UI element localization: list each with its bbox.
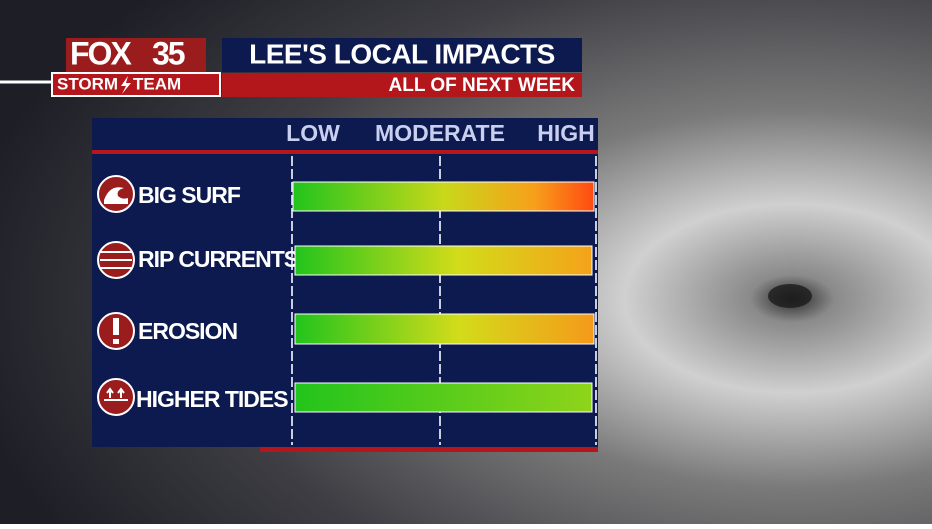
scale-label: HIGH	[537, 120, 595, 146]
panel-rule	[92, 150, 598, 154]
impact-bar	[294, 245, 593, 276]
logo-number: 35	[152, 35, 185, 71]
subtitle: ALL OF NEXT WEEK	[389, 75, 576, 96]
row-label: HIGHER TIDES	[136, 386, 288, 412]
title: LEE'S LOCAL IMPACTS	[249, 38, 555, 69]
scale-label: MODERATE	[375, 120, 505, 146]
logo-box	[66, 38, 206, 72]
impact-bar	[294, 313, 595, 345]
tide-icon	[104, 387, 128, 401]
row: BIG SURF	[97, 175, 595, 213]
icon	[97, 378, 135, 416]
exclaim-icon	[113, 318, 119, 335]
wave-icon	[104, 187, 128, 204]
row-label: RIP CURRENTS	[138, 246, 299, 272]
logo-team-left: STORM	[57, 74, 118, 93]
logo-team-right: TEAM	[133, 74, 181, 93]
scale-label: LOW	[286, 120, 340, 146]
row-label: BIG SURF	[138, 182, 241, 208]
row: RIP CURRENTS	[97, 241, 593, 279]
row-label: EROSION	[138, 318, 237, 344]
impact-bar	[292, 181, 595, 212]
current-icon	[100, 251, 132, 269]
bolt-icon	[121, 76, 131, 94]
logo-brand: FOX	[70, 35, 132, 71]
row: EROSION	[97, 312, 595, 350]
panel-footer	[260, 447, 598, 452]
storm-eye	[768, 284, 812, 308]
impact-bar	[294, 382, 593, 413]
title-box	[222, 38, 582, 72]
row: HIGHER TIDES	[97, 378, 593, 416]
exclaim-dot	[113, 339, 119, 344]
subtitle-box	[222, 73, 582, 97]
team-box	[51, 72, 221, 97]
